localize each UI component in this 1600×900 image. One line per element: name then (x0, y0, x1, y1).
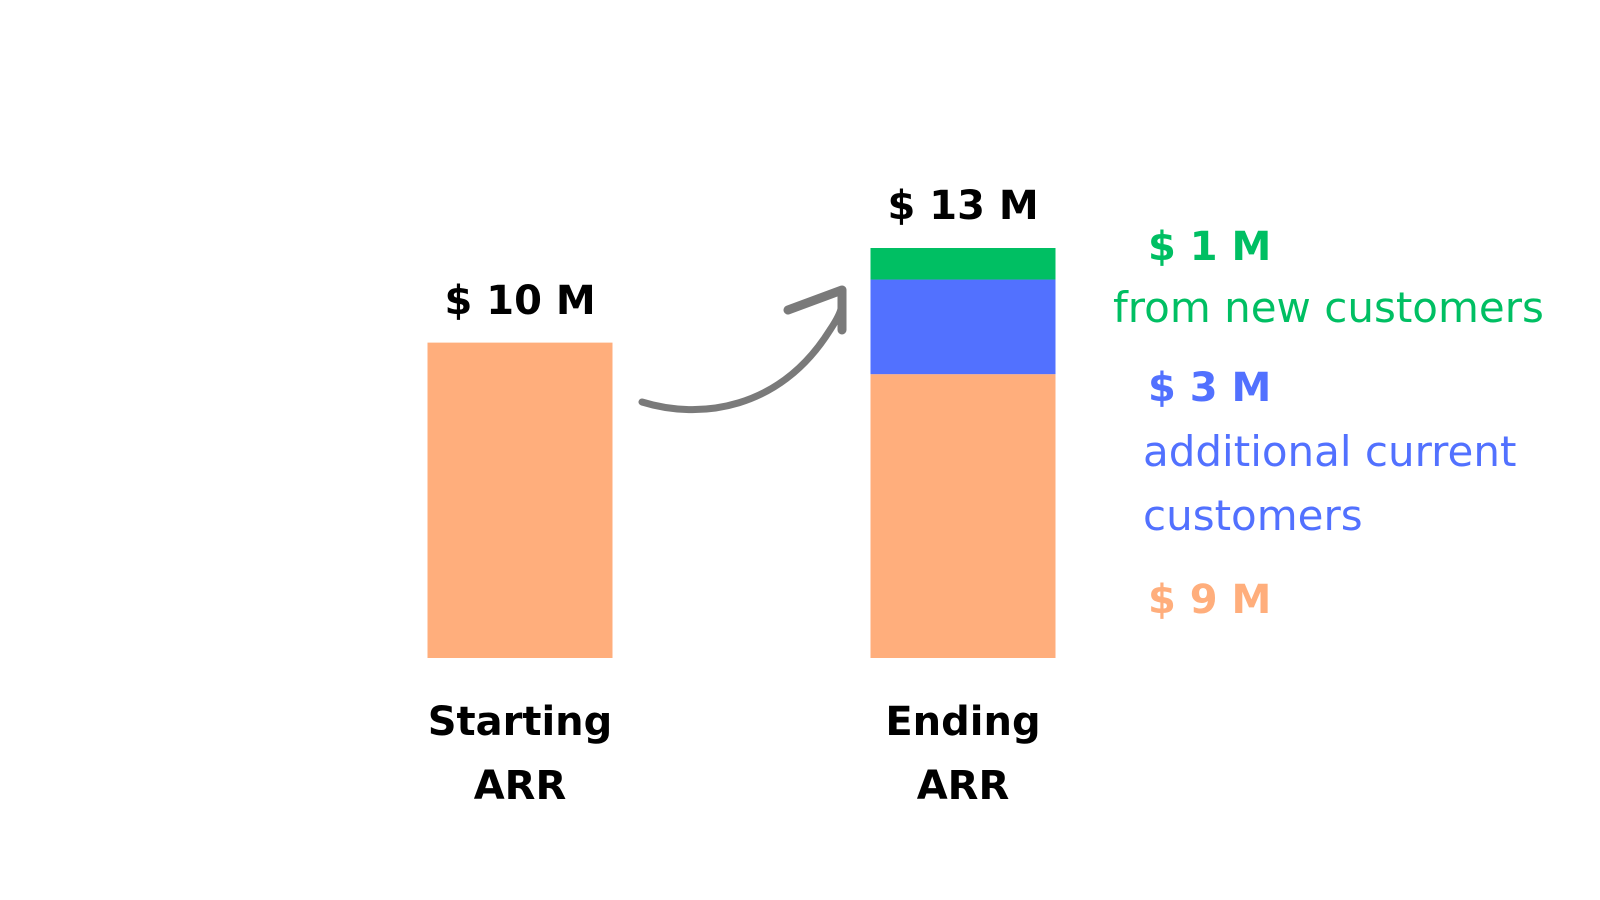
category-label: Starting ARR (427, 699, 613, 809)
segment-name: from new customers (1113, 283, 1544, 332)
bar-segment (870, 248, 1056, 280)
value-label: $ 9 M (1148, 577, 1272, 623)
arrow (638, 288, 846, 414)
arrow-head (783, 285, 847, 335)
category-label: Ending ARR (885, 699, 1041, 809)
value-label: $ 3 M (1148, 365, 1272, 411)
bar-segment (427, 342, 613, 658)
value-label: $ 1 M (1148, 224, 1272, 270)
bar-segment (870, 374, 1056, 658)
segment-name: additional current customers (1143, 427, 1517, 540)
total-label: $ 13 M (887, 183, 1039, 229)
value-label: $ 10 M (444, 277, 596, 324)
bar-segment (870, 279, 1056, 375)
